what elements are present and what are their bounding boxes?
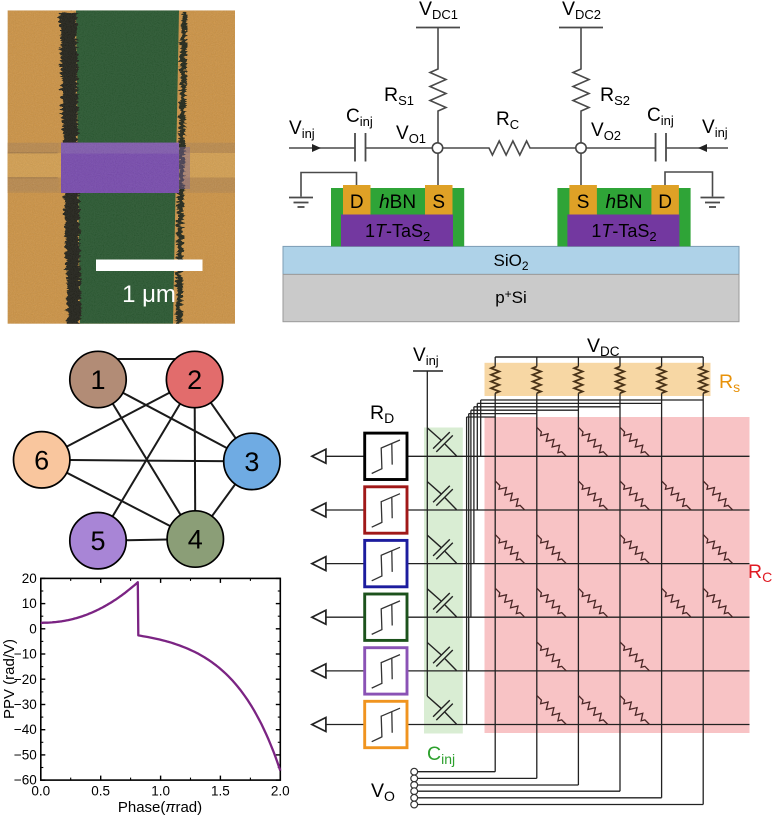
svg-text:1T-TaS2: 1T-TaS2 <box>365 221 430 244</box>
svg-text:−50: −50 <box>14 747 37 762</box>
svg-text:5: 5 <box>90 526 105 556</box>
svg-text:0.0: 0.0 <box>31 784 50 799</box>
svg-text:Phase(πrad): Phase(πrad) <box>118 799 202 816</box>
svg-text:10: 10 <box>22 596 37 611</box>
svg-text:S: S <box>432 192 445 213</box>
svg-text:1T-TaS2: 1T-TaS2 <box>591 221 656 244</box>
svg-text:1.5: 1.5 <box>211 784 230 799</box>
svg-text:VO: VO <box>371 780 395 804</box>
svg-text:−10: −10 <box>14 647 37 662</box>
svg-text:D: D <box>350 192 364 213</box>
svg-text:0.5: 0.5 <box>91 784 110 799</box>
svg-text:hBN: hBN <box>606 192 643 213</box>
svg-text:S: S <box>577 192 590 213</box>
svg-text:−20: −20 <box>14 672 37 687</box>
svg-text:1.0: 1.0 <box>151 784 170 799</box>
svg-text:−60: −60 <box>14 773 37 788</box>
svg-text:2: 2 <box>187 365 202 395</box>
svg-text:0: 0 <box>29 621 37 636</box>
svg-text:PPV (rad/V): PPV (rad/V) <box>1 639 18 719</box>
svg-text:20: 20 <box>22 571 37 586</box>
svg-text:D: D <box>658 192 672 213</box>
svg-text:−30: −30 <box>14 697 37 712</box>
svg-text:1 μm: 1 μm <box>122 281 176 308</box>
svg-text:hBN: hBN <box>379 192 416 213</box>
svg-text:−40: −40 <box>14 722 37 737</box>
svg-text:3: 3 <box>244 447 259 477</box>
svg-text:4: 4 <box>188 525 203 555</box>
svg-text:1: 1 <box>90 365 105 395</box>
svg-text:6: 6 <box>34 445 49 475</box>
svg-text:p+Si: p+Si <box>495 287 527 307</box>
svg-text:SiO2: SiO2 <box>493 251 528 273</box>
svg-text:2.0: 2.0 <box>271 784 290 799</box>
